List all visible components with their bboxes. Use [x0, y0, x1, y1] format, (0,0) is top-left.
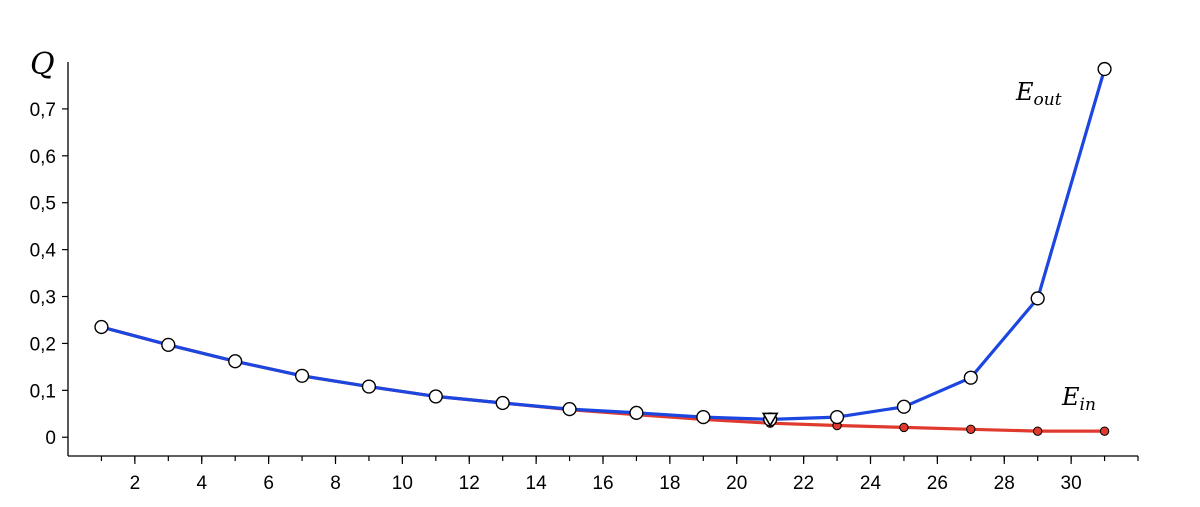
series-label-e-in: Ein	[1061, 383, 1096, 415]
series-labels: Ein Eout	[1015, 78, 1096, 415]
data-point-e-out	[829, 409, 845, 425]
data-point-e-out	[696, 409, 711, 425]
data-point-e-out	[94, 319, 109, 335]
axes	[67, 62, 1138, 457]
y-tick-label: 0,4	[30, 241, 57, 262]
y-tick-label: 0,2	[30, 334, 56, 355]
series-label-e-out: Eout	[1015, 78, 1062, 110]
data-point-e-out	[161, 337, 176, 352]
data-point-e-out	[629, 405, 644, 420]
annotation-layer	[761, 412, 779, 428]
series-line-e-in	[100, 325, 1105, 433]
series-layer	[94, 61, 1112, 436]
data-point-e-in	[1032, 426, 1043, 436]
y-tick-label: 0	[45, 428, 56, 449]
x-tick-label: 26	[927, 473, 948, 494]
data-point-e-in	[966, 424, 976, 434]
x-tick-label: 2	[130, 473, 141, 494]
data-point-e-out	[428, 389, 443, 404]
x-tick-label: 24	[860, 473, 882, 494]
x-ticks: 2 4 6 8 10 12 14 16 18 20 22 24 26 28 30	[100, 456, 1139, 494]
x-tick-label: 22	[793, 473, 814, 494]
x-tick-label: 30	[1061, 473, 1082, 494]
x-tick-label: 20	[726, 473, 747, 494]
y-tick-label: 0,7	[30, 100, 56, 121]
x-tick-label: 14	[526, 473, 548, 494]
x-tick-label: 12	[459, 473, 480, 494]
data-point-e-in	[1099, 426, 1110, 436]
data-point-e-out	[1030, 291, 1045, 306]
y-tick-label: 0,1	[30, 381, 56, 402]
y-tick-label: 0,6	[30, 147, 56, 168]
data-point-e-in	[899, 422, 909, 433]
x-tick-label: 6	[263, 473, 274, 494]
data-point-e-out	[361, 379, 377, 394]
data-point-e-out	[495, 395, 510, 411]
data-point-e-out	[294, 368, 310, 383]
data-point-e-out	[896, 399, 912, 414]
series-line-e-out	[100, 68, 1107, 421]
x-tick-label: 10	[392, 473, 413, 494]
x-tick-label: 28	[994, 473, 1015, 494]
y-axis-label: Q	[30, 47, 55, 82]
x-tick-label: 8	[330, 473, 341, 494]
x-tick-label: 16	[592, 473, 613, 494]
minimum-marker	[761, 412, 779, 428]
data-point-e-out	[562, 401, 577, 417]
data-point-e-out	[1097, 61, 1112, 77]
data-point-e-out	[963, 370, 978, 385]
x-tick-label: 4	[196, 473, 207, 494]
data-point-e-out	[228, 354, 243, 369]
y-ticks: 0 0,1 0,2 0,3 0,4 0,5 0,6 0,7	[30, 100, 68, 449]
y-tick-label: 0,5	[30, 194, 56, 215]
x-tick-label: 18	[659, 473, 680, 494]
y-tick-label: 0,3	[30, 288, 56, 309]
